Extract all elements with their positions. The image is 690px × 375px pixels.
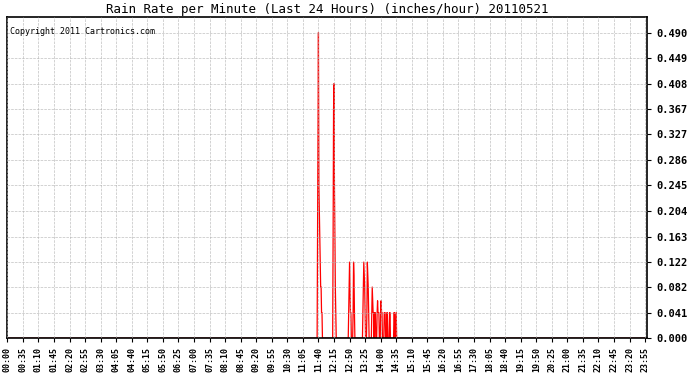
Title: Rain Rate per Minute (Last 24 Hours) (inches/hour) 20110521: Rain Rate per Minute (Last 24 Hours) (in… [106, 3, 549, 16]
Text: Copyright 2011 Cartronics.com: Copyright 2011 Cartronics.com [10, 27, 155, 36]
